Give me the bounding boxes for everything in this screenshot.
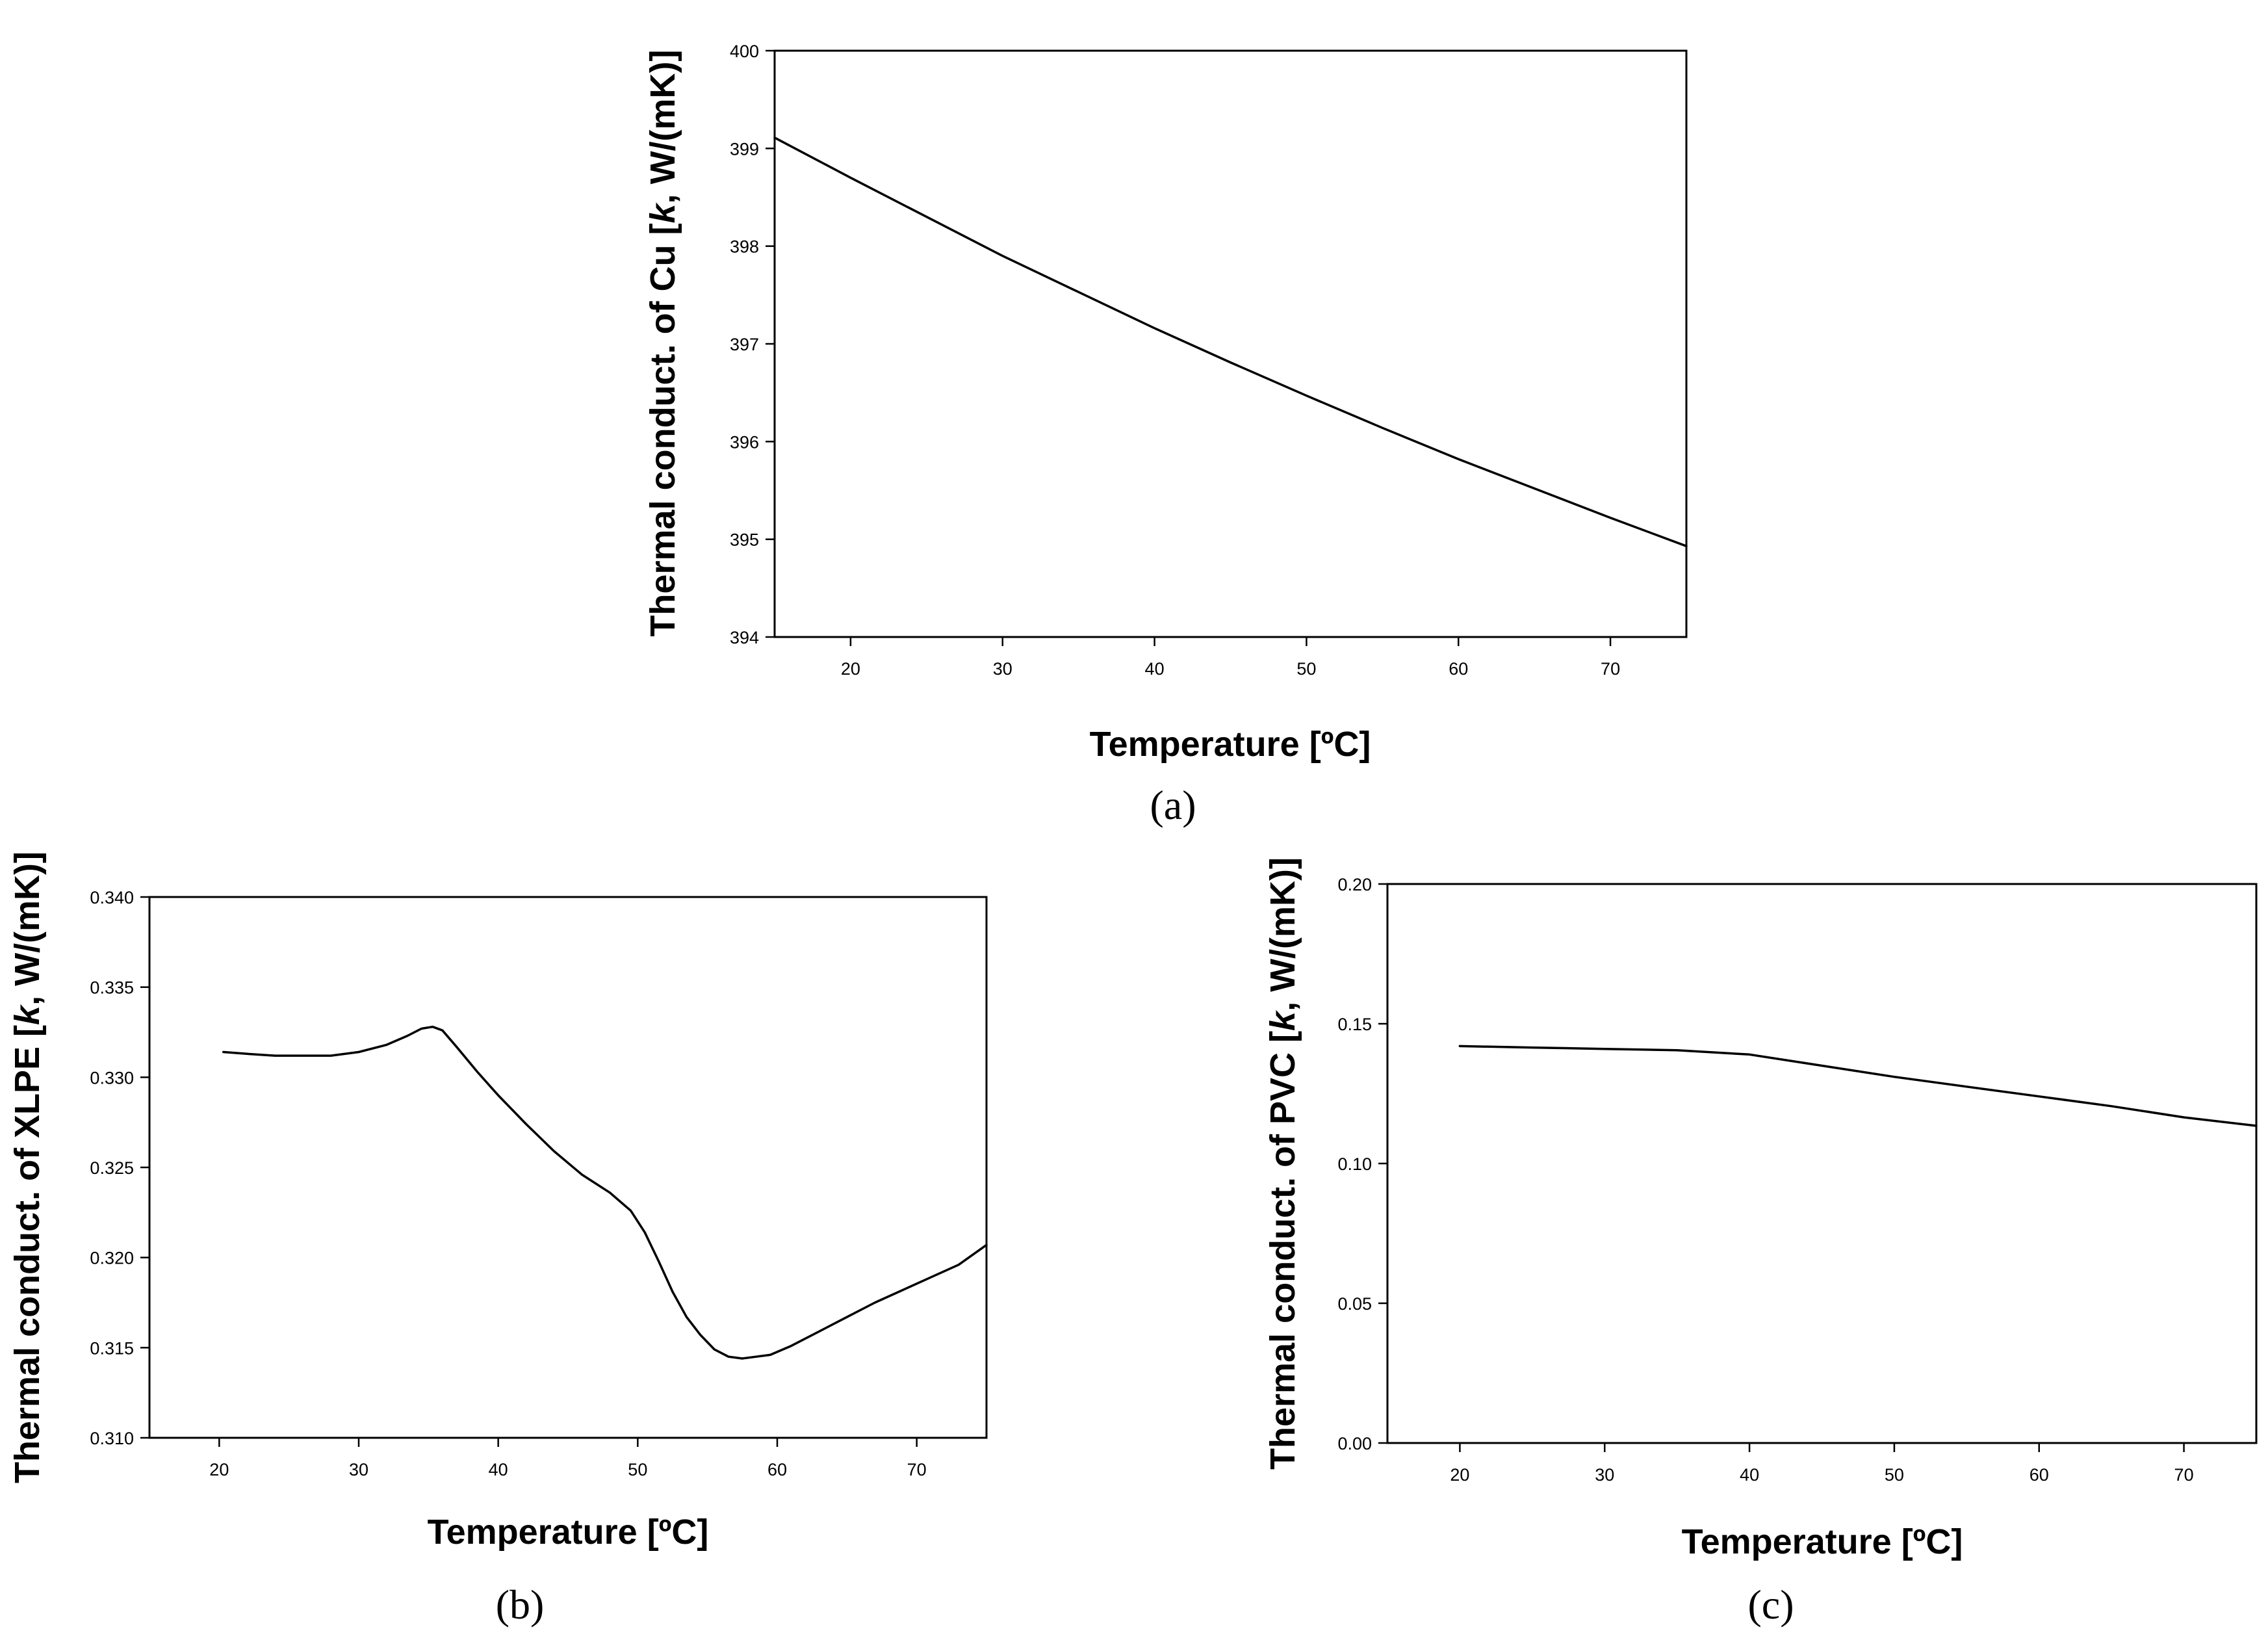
x-tick-label: 70 xyxy=(1601,659,1620,679)
plot-frame xyxy=(148,896,988,1439)
x-tick-label: 20 xyxy=(841,659,860,679)
x-tick-label: 50 xyxy=(1296,659,1316,679)
chart-a: 20 30 40 50 60 70 394 395 396 397 398 399 400 Tempera… xyxy=(643,42,1688,828)
panel-label: (b) xyxy=(496,1581,545,1628)
x-tick-label: 40 xyxy=(1145,659,1165,679)
panel-label: (a) xyxy=(1150,782,1196,828)
y-tick-label: 0.15 xyxy=(1337,1015,1372,1034)
x-axis-label: Temperature [ºC] xyxy=(1090,725,1371,764)
y-axis-label: Thermal conduct. of PVC [k, W/(mK)] xyxy=(1263,857,1302,1470)
y-tick-label: 0.315 xyxy=(90,1338,134,1358)
x-tick-label: 60 xyxy=(1449,659,1468,679)
x-tick-label: 20 xyxy=(209,1460,229,1479)
chart-c: 20 30 40 50 60 70 0.00 0.05 0.10 0.15 0.20 Temperat… xyxy=(1263,857,2258,1628)
x-axis-label: Temperature [ºC] xyxy=(428,1513,709,1552)
panel-label: (c) xyxy=(1747,1581,1794,1628)
x-tick-label: 70 xyxy=(907,1460,927,1479)
y-tick-label: 0.10 xyxy=(1337,1154,1372,1174)
x-tick-label: 30 xyxy=(1595,1465,1614,1485)
series-line-xlpe xyxy=(222,1025,988,1360)
x-axis-label: Temperature [ºC] xyxy=(1682,1522,1963,1561)
y-tick-label: 0.335 xyxy=(90,978,134,998)
y-tick-label: 0.20 xyxy=(1337,875,1372,894)
x-tick-label: 20 xyxy=(1450,1465,1469,1485)
y-tick-label: 396 xyxy=(730,432,759,452)
x-tick-label: 40 xyxy=(489,1460,508,1479)
x-tick-label: 60 xyxy=(767,1460,787,1479)
series-line-pvc xyxy=(1458,1045,2258,1127)
y-tick-label: 400 xyxy=(730,42,759,61)
y-tick-label: 394 xyxy=(730,628,759,647)
y-tick-label: 399 xyxy=(730,139,759,159)
x-tick-label: 70 xyxy=(2174,1465,2194,1485)
y-axis-label: Thermal conduct. of XLPE [k, W/(mK)] xyxy=(8,852,47,1483)
plot-frame xyxy=(773,49,1688,638)
x-tick-label: 30 xyxy=(993,659,1012,679)
y-tick-label: 0.310 xyxy=(90,1429,134,1448)
y-tick-label: 0.320 xyxy=(90,1249,134,1268)
y-tick-label: 0.00 xyxy=(1337,1434,1372,1453)
y-tick-label: 398 xyxy=(730,237,759,257)
y-axis-label: Thermal conduct. of Cu [k, W/(mK)] xyxy=(643,50,682,637)
x-tick-label: 60 xyxy=(2030,1465,2049,1485)
y-tick-label: 0.05 xyxy=(1337,1294,1372,1314)
y-tick-label: 0.330 xyxy=(90,1068,134,1087)
series-line-cu xyxy=(773,136,1688,547)
plot-frame xyxy=(1386,883,2258,1444)
x-tick-label: 40 xyxy=(1740,1465,1759,1485)
y-tick-label: 0.340 xyxy=(90,888,134,907)
chart-b: 20 30 40 50 60 70 0.310 0.315 0.320 0.325 0.330 0.3… xyxy=(8,852,988,1628)
x-tick-label: 50 xyxy=(1885,1465,1904,1485)
y-tick-label: 395 xyxy=(730,530,759,550)
x-tick-label: 50 xyxy=(628,1460,647,1479)
y-tick-label: 0.325 xyxy=(90,1158,134,1178)
x-tick-label: 30 xyxy=(349,1460,368,1479)
y-tick-label: 397 xyxy=(730,335,759,354)
